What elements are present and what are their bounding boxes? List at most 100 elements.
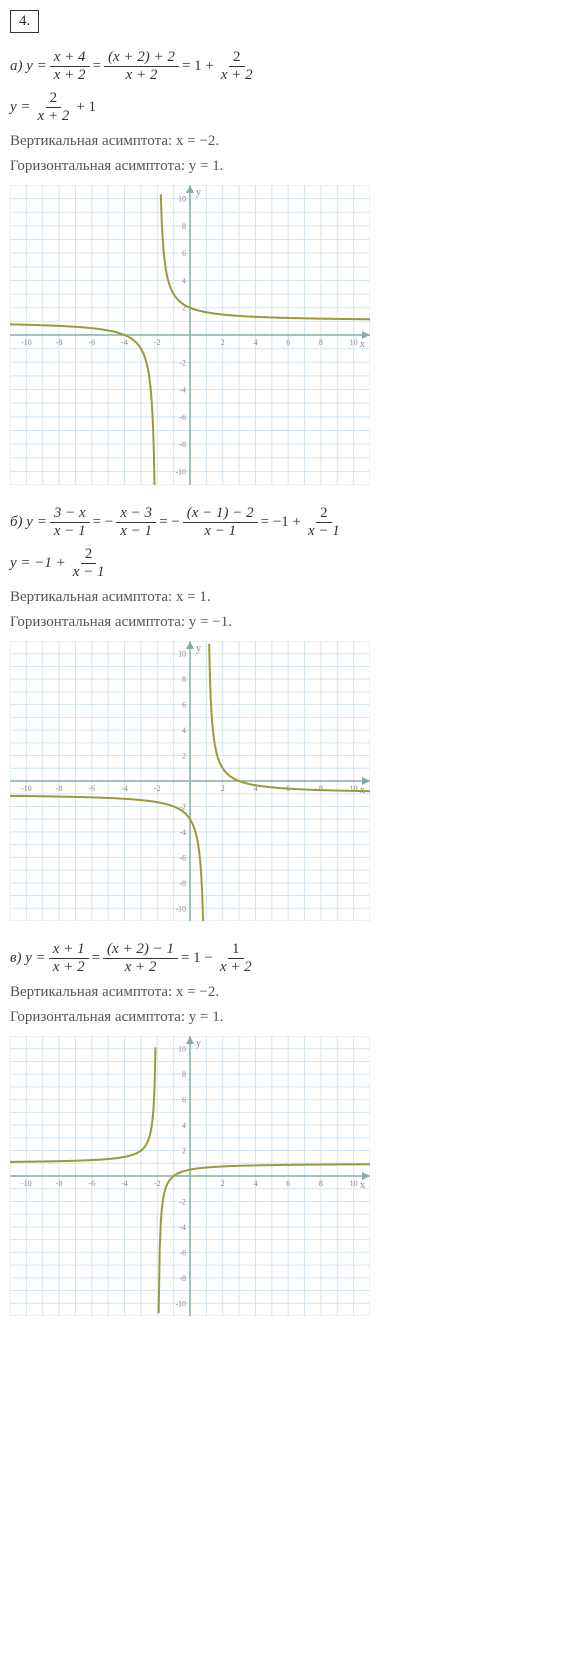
svg-text:2: 2: [182, 1147, 186, 1156]
denominator: x + 2: [217, 67, 257, 84]
svg-text:6: 6: [182, 249, 186, 258]
svg-text:2: 2: [221, 338, 225, 347]
equals: =: [93, 58, 101, 75]
svg-text:-6: -6: [179, 853, 186, 862]
eq-lhs: y =: [26, 58, 47, 75]
part-c-horiz-asymptote: Горизонтальная асимптота: y = 1.: [10, 1009, 562, 1026]
svg-text:-8: -8: [179, 879, 186, 888]
numerator: 2: [229, 49, 245, 67]
svg-text:-8: -8: [56, 1179, 63, 1188]
eq-lhs: y =: [10, 99, 31, 116]
fraction: 3 − x x − 1: [50, 505, 90, 540]
fraction: 2 x − 1: [69, 546, 109, 581]
svg-text:8: 8: [319, 784, 323, 793]
part-c-label: в): [10, 950, 22, 967]
svg-text:4: 4: [182, 276, 186, 285]
svg-text:-4: -4: [121, 784, 128, 793]
part-a-eq2: y = 2 x + 2 + 1: [10, 90, 562, 125]
svg-text:2: 2: [221, 1179, 225, 1188]
eq-lhs: y =: [25, 950, 46, 967]
fraction: x + 4 x + 2: [50, 49, 90, 84]
plain-text: = 1 +: [182, 58, 214, 75]
denominator: x + 2: [121, 959, 161, 976]
svg-text:-10: -10: [175, 904, 186, 913]
svg-text:10: 10: [350, 338, 358, 347]
svg-text:-10: -10: [21, 784, 32, 793]
svg-text:-6: -6: [88, 1179, 95, 1188]
numerator: x + 1: [49, 941, 89, 959]
svg-text:-10: -10: [21, 338, 32, 347]
svg-text:6: 6: [182, 1096, 186, 1105]
denominator: x − 1: [116, 523, 156, 540]
part-b-eq1: б) y = 3 − x x − 1 = − x − 3 x − 1 = − (…: [10, 505, 562, 540]
part-b-label: б): [10, 514, 23, 531]
numerator: 2: [46, 90, 62, 108]
problem-number: 4.: [10, 10, 39, 33]
part-a-eq1: а) y = x + 4 x + 2 = (x + 2) + 2 x + 2 =…: [10, 49, 562, 84]
svg-text:-4: -4: [179, 828, 186, 837]
part-b-vert-asymptote: Вертикальная асимптота: x = 1.: [10, 589, 562, 606]
numerator: x + 4: [50, 49, 90, 67]
svg-text:10: 10: [350, 1179, 358, 1188]
equals: = −: [93, 514, 114, 531]
fraction: 2 x + 2: [34, 90, 74, 125]
fraction: (x + 2) − 1 x + 2: [103, 941, 178, 976]
denominator: x − 1: [69, 564, 109, 581]
svg-text:-6: -6: [179, 413, 186, 422]
denominator: x − 1: [50, 523, 90, 540]
svg-text:8: 8: [182, 1070, 186, 1079]
svg-text:4: 4: [182, 1121, 186, 1130]
svg-text:8: 8: [319, 338, 323, 347]
numerator: 2: [316, 505, 332, 523]
fraction: x − 3 x − 1: [116, 505, 156, 540]
svg-text:-2: -2: [179, 1197, 186, 1206]
svg-text:-4: -4: [179, 1223, 186, 1232]
svg-text:x: x: [360, 1180, 365, 1191]
svg-text:8: 8: [182, 222, 186, 231]
part-a-chart: xy-10-8-6-4-2246810-10-8-6-4-2246810: [10, 185, 562, 485]
numerator: (x + 2) + 2: [104, 49, 179, 67]
svg-text:2: 2: [182, 752, 186, 761]
svg-text:8: 8: [319, 1179, 323, 1188]
denominator: x + 2: [122, 67, 162, 84]
svg-text:y: y: [196, 643, 201, 654]
svg-text:-4: -4: [121, 338, 128, 347]
numerator: 3 − x: [50, 505, 90, 523]
numerator: 2: [81, 546, 97, 564]
svg-text:-6: -6: [88, 784, 95, 793]
svg-text:-4: -4: [121, 1179, 128, 1188]
part-c-eq1: в) y = x + 1 x + 2 = (x + 2) − 1 x + 2 =…: [10, 941, 562, 976]
part-c-chart: xy-10-8-6-4-2246810-10-8-6-4-2246810: [10, 1036, 562, 1316]
svg-text:6: 6: [286, 338, 290, 347]
equals: =: [92, 950, 100, 967]
part-b-eq2: y = −1 + 2 x − 1: [10, 546, 562, 581]
fraction: 2 x + 2: [217, 49, 257, 84]
svg-text:y: y: [196, 1038, 201, 1049]
denominator: x + 2: [49, 959, 89, 976]
svg-text:-8: -8: [56, 784, 63, 793]
svg-text:8: 8: [182, 675, 186, 684]
svg-text:-8: -8: [179, 440, 186, 449]
svg-text:4: 4: [182, 726, 186, 735]
svg-text:10: 10: [178, 650, 186, 659]
denominator: x + 2: [34, 108, 74, 125]
fraction: (x + 2) + 2 x + 2: [104, 49, 179, 84]
tail: + 1: [76, 99, 96, 116]
svg-text:-10: -10: [175, 467, 186, 476]
part-b-horiz-asymptote: Горизонтальная асимптота: y = −1.: [10, 614, 562, 631]
svg-text:-2: -2: [154, 338, 161, 347]
part-a-label: а): [10, 58, 23, 75]
svg-text:6: 6: [182, 701, 186, 710]
svg-text:4: 4: [253, 1179, 257, 1188]
equals: = −: [159, 514, 180, 531]
part-b-chart: xy-10-8-6-4-2246810-10-8-6-4-2246810: [10, 641, 562, 921]
fraction: x + 1 x + 2: [49, 941, 89, 976]
svg-text:-8: -8: [179, 1274, 186, 1283]
denominator: x − 1: [200, 523, 240, 540]
fraction: (x − 1) − 2 x − 1: [183, 505, 258, 540]
numerator: (x + 2) − 1: [103, 941, 178, 959]
svg-text:-2: -2: [179, 358, 186, 367]
svg-text:-2: -2: [154, 1179, 161, 1188]
equals: = −1 +: [261, 514, 301, 531]
svg-text:6: 6: [286, 1179, 290, 1188]
